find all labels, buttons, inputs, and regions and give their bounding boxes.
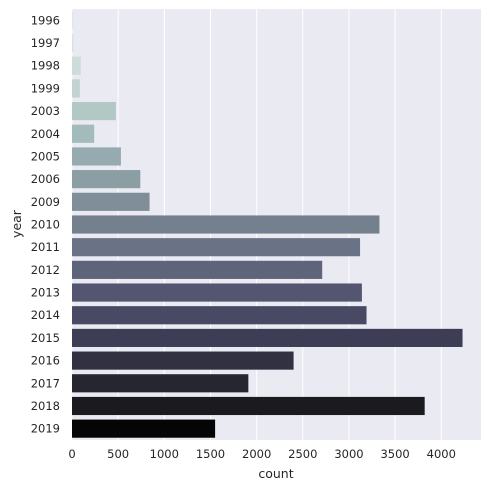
y-tick-label-2016: 2016 <box>31 354 60 368</box>
y-tick-label-1999: 1999 <box>31 81 60 95</box>
bar-1996 <box>72 11 74 30</box>
bar-2015 <box>72 328 463 347</box>
y-axis-label: year <box>9 209 24 238</box>
y-tick-label-1998: 1998 <box>31 59 60 73</box>
x-tick-label-4000: 4000 <box>427 447 456 461</box>
y-tick-label-2010: 2010 <box>31 218 60 232</box>
y-tick-label-1997: 1997 <box>31 36 60 50</box>
y-tick-label-2019: 2019 <box>31 422 60 436</box>
bars <box>72 11 463 438</box>
bar-2018 <box>72 396 425 416</box>
bar-1997 <box>72 33 74 53</box>
y-tick-labels: 1996 1997 1998 1999 2003 2004 2005 2006 2009 2010… <box>31 13 60 435</box>
x-tick-label-2500: 2500 <box>288 447 317 461</box>
y-tick-label-2004: 2004 <box>31 127 60 141</box>
bar-2016 <box>72 351 294 370</box>
y-tick-label-2018: 2018 <box>31 399 60 413</box>
bar-2019 <box>72 419 216 438</box>
y-tick-label-2012: 2012 <box>31 263 60 277</box>
y-tick-label-2017: 2017 <box>31 376 60 390</box>
x-tick-label-1000: 1000 <box>150 447 179 461</box>
y-tick-label-2005: 2005 <box>31 149 60 163</box>
x-axis-label: count <box>258 466 293 481</box>
x-tick-label-3000: 3000 <box>334 447 363 461</box>
y-tick-label-2013: 2013 <box>31 286 60 300</box>
bar-2009 <box>72 192 150 211</box>
bar-2017 <box>72 374 249 393</box>
x-tick-labels: 0 500 1000 1500 2000 2500 3000 3500 4000 <box>68 447 456 461</box>
x-tick-label-2000: 2000 <box>242 447 271 461</box>
bar-2003 <box>72 102 116 121</box>
y-tick-label-2009: 2009 <box>31 195 60 209</box>
bar-1998 <box>72 56 81 75</box>
bar-2014 <box>72 306 367 325</box>
y-tick-label-2006: 2006 <box>31 172 60 186</box>
bar-2013 <box>72 283 362 302</box>
y-tick-label-2015: 2015 <box>31 331 60 345</box>
x-tick-label-3500: 3500 <box>380 447 409 461</box>
x-tick-label-500: 500 <box>107 447 129 461</box>
y-tick-label-1996: 1996 <box>31 13 60 27</box>
y-tick-label-2003: 2003 <box>31 104 60 118</box>
bar-2006 <box>72 170 141 189</box>
x-tick-label-1500: 1500 <box>196 447 225 461</box>
bar-2010 <box>72 215 380 234</box>
bar-2005 <box>72 147 121 166</box>
y-tick-label-2011: 2011 <box>31 240 60 254</box>
x-tick-label-0: 0 <box>68 447 75 461</box>
bar-1999 <box>72 79 80 98</box>
y-tick-label-2014: 2014 <box>31 308 60 322</box>
bar-2011 <box>72 238 361 257</box>
bar-2004 <box>72 124 95 143</box>
bar-2012 <box>72 260 323 279</box>
